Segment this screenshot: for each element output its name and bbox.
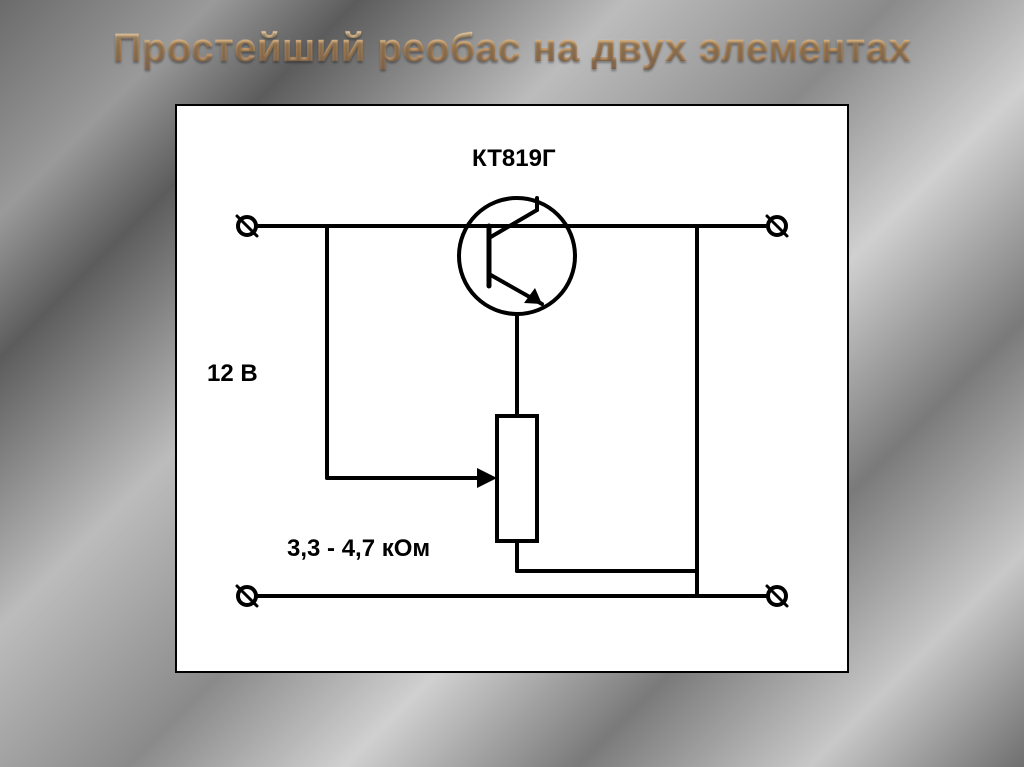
slide-title: Простейший реобас на двух элементах bbox=[0, 26, 1024, 71]
terminal-top-right bbox=[767, 216, 787, 236]
terminal-bottom-left bbox=[237, 586, 257, 606]
slide-background: Простейший реобас на двух элементах bbox=[0, 0, 1024, 767]
circuit-diagram-box: КТ819Г 12 В 3,3 - 4,7 кОм bbox=[175, 104, 849, 673]
label-pot-value: 3,3 - 4,7 кОм bbox=[287, 535, 430, 562]
terminal-top-left bbox=[237, 216, 257, 236]
transistor-body-icon bbox=[459, 198, 575, 314]
potentiometer-wiper-arrow-icon bbox=[477, 468, 497, 488]
label-transistor: КТ819Г bbox=[472, 145, 556, 172]
circuit-svg: КТ819Г 12 В 3,3 - 4,7 кОм bbox=[177, 106, 847, 671]
terminal-bottom-right bbox=[767, 586, 787, 606]
label-voltage: 12 В bbox=[207, 360, 258, 387]
potentiometer-body-icon bbox=[497, 416, 537, 541]
